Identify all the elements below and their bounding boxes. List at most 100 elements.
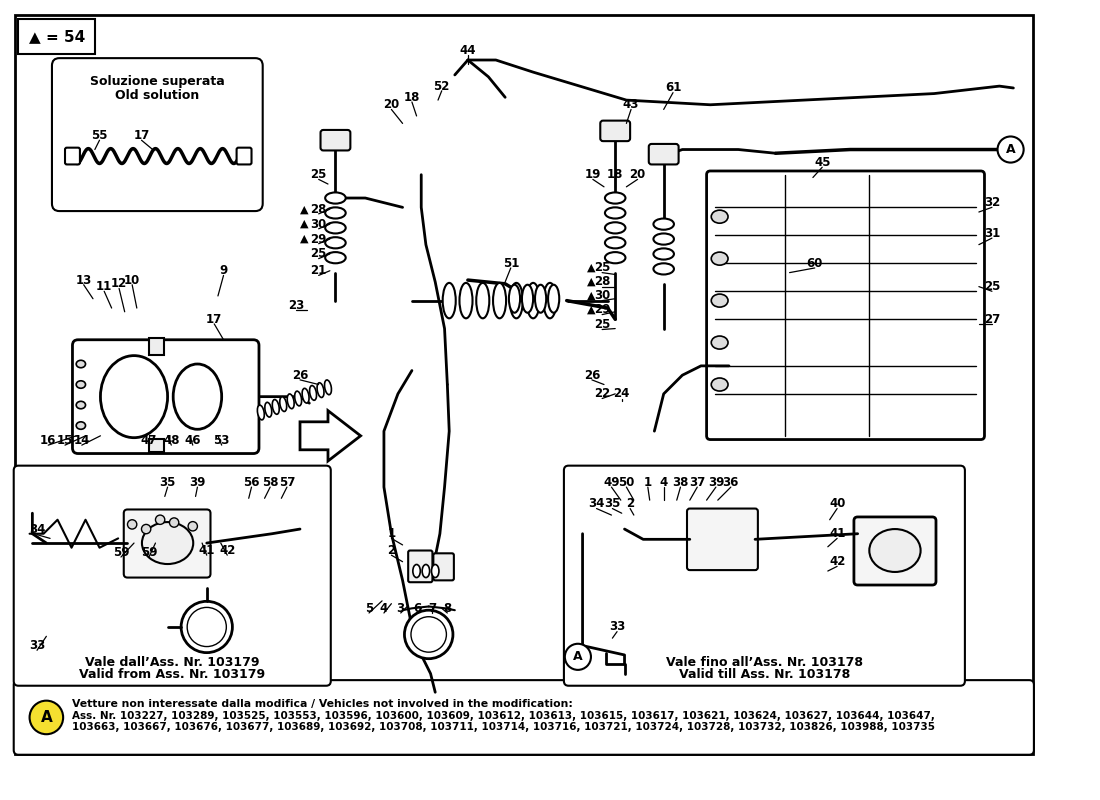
Circle shape	[188, 522, 197, 531]
Ellipse shape	[712, 294, 728, 307]
Text: 4: 4	[660, 476, 668, 489]
Text: 29: 29	[594, 303, 610, 317]
Text: 18: 18	[607, 168, 624, 182]
Ellipse shape	[653, 218, 674, 230]
Text: Vale fino all’Ass. Nr. 103178: Vale fino all’Ass. Nr. 103178	[666, 656, 862, 669]
Ellipse shape	[326, 252, 345, 263]
Text: 26: 26	[292, 369, 308, 382]
Ellipse shape	[326, 222, 345, 234]
Ellipse shape	[326, 237, 345, 248]
Text: 11: 11	[96, 280, 112, 293]
Ellipse shape	[295, 391, 301, 406]
Text: ▲: ▲	[300, 219, 309, 229]
Text: 3: 3	[397, 602, 405, 615]
Ellipse shape	[653, 234, 674, 245]
Circle shape	[155, 515, 165, 525]
Ellipse shape	[605, 193, 626, 204]
Text: 1: 1	[644, 476, 652, 489]
Text: 39: 39	[707, 476, 724, 489]
Text: 25: 25	[594, 262, 610, 274]
Text: 6: 6	[414, 602, 421, 615]
Circle shape	[128, 520, 136, 529]
Text: 103663, 103667, 103676, 103677, 103689, 103692, 103708, 103711, 103714, 103716, : 103663, 103667, 103676, 103677, 103689, …	[72, 722, 935, 732]
Text: 31: 31	[983, 227, 1000, 240]
Ellipse shape	[324, 380, 331, 394]
Ellipse shape	[493, 283, 506, 318]
Ellipse shape	[543, 283, 557, 318]
Text: 20: 20	[383, 98, 399, 111]
Ellipse shape	[76, 381, 86, 388]
Ellipse shape	[527, 283, 540, 318]
Bar	[148, 438, 164, 452]
Circle shape	[564, 644, 591, 670]
Text: Valid till Ass. Nr. 103178: Valid till Ass. Nr. 103178	[679, 668, 850, 681]
Text: Valid from Ass. Nr. 103179: Valid from Ass. Nr. 103179	[79, 668, 265, 681]
FancyBboxPatch shape	[13, 680, 1034, 754]
Text: ▲: ▲	[586, 291, 595, 301]
Polygon shape	[300, 410, 361, 461]
Text: 20: 20	[629, 168, 646, 182]
Ellipse shape	[76, 402, 86, 409]
Text: Old solution: Old solution	[116, 89, 199, 102]
Text: 55: 55	[91, 129, 108, 142]
FancyBboxPatch shape	[65, 148, 80, 165]
Text: 38: 38	[672, 476, 689, 489]
Ellipse shape	[509, 285, 520, 313]
Text: 34: 34	[588, 498, 605, 510]
Text: 27: 27	[983, 313, 1000, 326]
Text: 41: 41	[199, 544, 214, 557]
Text: 12: 12	[111, 278, 128, 290]
Text: 2: 2	[387, 544, 396, 557]
Ellipse shape	[442, 283, 455, 318]
Text: 46: 46	[185, 434, 201, 447]
Ellipse shape	[265, 402, 272, 417]
Ellipse shape	[605, 252, 626, 263]
Ellipse shape	[460, 283, 473, 318]
Ellipse shape	[509, 283, 522, 318]
Ellipse shape	[287, 394, 294, 409]
Circle shape	[142, 525, 151, 534]
FancyBboxPatch shape	[52, 58, 263, 211]
Ellipse shape	[548, 285, 559, 313]
Text: 29: 29	[310, 233, 327, 246]
Text: ▲ = 54: ▲ = 54	[30, 29, 86, 44]
Bar	[19, 19, 95, 54]
Ellipse shape	[100, 356, 167, 438]
Text: 16: 16	[40, 434, 56, 447]
Ellipse shape	[605, 237, 626, 248]
Text: 17: 17	[206, 313, 222, 326]
Text: A: A	[573, 650, 583, 663]
Text: ▲: ▲	[586, 263, 595, 273]
Circle shape	[169, 518, 179, 527]
Text: 18: 18	[404, 91, 420, 104]
Ellipse shape	[422, 565, 430, 578]
FancyBboxPatch shape	[320, 130, 351, 150]
Text: 61: 61	[664, 82, 681, 94]
FancyBboxPatch shape	[601, 121, 630, 141]
Text: 36: 36	[723, 476, 739, 489]
Text: ▲: ▲	[586, 305, 595, 315]
Text: 25: 25	[310, 168, 327, 182]
Ellipse shape	[76, 422, 86, 430]
Ellipse shape	[187, 607, 227, 646]
Ellipse shape	[712, 336, 728, 349]
Text: 305: 305	[91, 97, 1012, 728]
FancyBboxPatch shape	[564, 466, 965, 686]
Text: 33: 33	[609, 621, 625, 634]
Text: 47: 47	[141, 434, 157, 447]
Text: Vetture non interessate dalla modifica / Vehicles not involved in the modificati: Vetture non interessate dalla modifica /…	[72, 698, 572, 709]
Text: 33: 33	[29, 639, 45, 652]
Ellipse shape	[653, 248, 674, 259]
Text: 32: 32	[983, 196, 1000, 209]
Text: 35: 35	[160, 476, 176, 489]
Text: Vale dall’Ass. Nr. 103179: Vale dall’Ass. Nr. 103179	[85, 656, 260, 669]
Text: 51: 51	[503, 257, 519, 270]
Text: 8: 8	[443, 602, 451, 615]
Text: 24: 24	[614, 387, 630, 400]
Ellipse shape	[326, 193, 345, 204]
Ellipse shape	[326, 207, 345, 218]
Text: 34: 34	[29, 523, 45, 537]
FancyBboxPatch shape	[236, 148, 252, 165]
Text: 44: 44	[460, 44, 476, 57]
Text: ▲: ▲	[300, 204, 309, 214]
